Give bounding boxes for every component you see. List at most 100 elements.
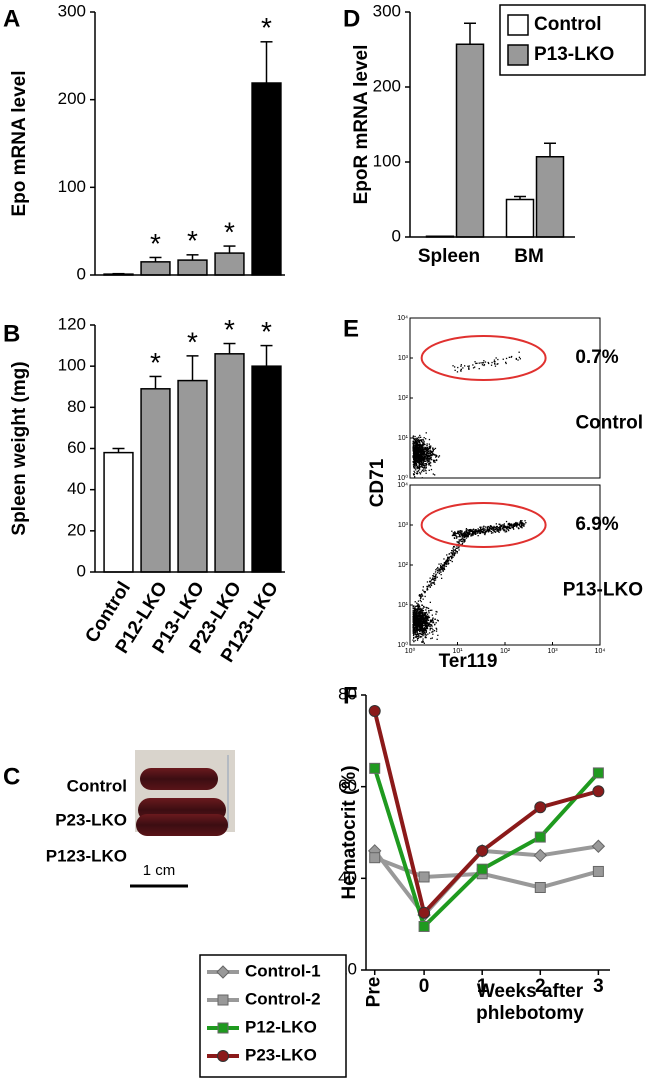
event-dot [505,527,508,530]
event-dot [436,576,438,578]
event-dot [412,632,415,634]
marker [476,863,488,875]
event-dot [435,577,437,579]
event-dot [425,609,427,611]
event-dot [415,453,417,455]
event-dot [464,531,466,533]
event-dot [417,611,419,613]
event-dot [461,531,463,533]
event-dot [413,628,416,630]
event-dot [502,358,504,360]
event-dot [422,448,424,451]
event-dot [429,456,431,458]
event-dot [447,562,449,564]
event-dot [428,623,430,625]
event-dot [433,580,435,582]
event-dot [466,529,469,531]
event-dot [414,616,416,618]
event-dot [434,576,436,578]
event-dot [516,525,518,527]
event-dot [460,368,462,370]
event-dot [429,625,431,627]
event-dot [520,520,522,522]
significance-mark: * [187,326,198,357]
event-dot [413,458,415,460]
event-dot [421,616,423,618]
event-dot [446,561,448,563]
event-dot [413,622,415,624]
event-dot [421,619,424,621]
event-dot [426,622,428,624]
y-tick-label: 120 [58,314,86,333]
event-dot [417,440,419,442]
event-dot [516,526,518,528]
event-dot [451,560,453,563]
event-dot [468,532,470,534]
event-dot [413,467,415,469]
event-dot [452,547,454,549]
event-dot [511,526,513,528]
event-dot [414,627,416,629]
y-tick-label: 100 [373,151,401,170]
event-dot [488,527,491,529]
event-dot [417,439,420,441]
event-dot [413,631,415,633]
event-dot [423,466,425,468]
event-dot [484,531,486,533]
event-dot [416,449,418,451]
event-dot [422,457,425,459]
event-dot [427,584,430,586]
event-dot [515,358,517,360]
event-dot [412,609,414,611]
event-dot [419,635,422,638]
x-tick-label: 0 [419,976,430,997]
event-dot [460,532,462,534]
event-dot [454,366,456,368]
event-dot [413,629,415,631]
event-dot [427,457,429,460]
event-dot [435,627,437,629]
event-dot [431,627,433,629]
event-dot [413,457,415,459]
x-tick-label: 10⁴ [595,648,606,655]
event-cloud [412,520,527,644]
event-dot [483,364,485,367]
event-dot [424,455,426,458]
event-dot [415,469,417,471]
event-dot [416,453,419,455]
event-dot [496,363,498,365]
event-dot [426,461,428,463]
event-dot [469,529,471,531]
event-dot [486,526,488,528]
event-dot [483,529,485,532]
event-dot [519,522,521,524]
event-dot [460,539,462,541]
event-dot [424,450,426,452]
event-dot [420,446,422,449]
event-dot [414,624,416,627]
event-dot [423,631,426,633]
event-dot [427,457,429,459]
legend-label: P13-LKO [534,44,614,65]
event-dot [420,593,423,595]
event-dot [420,629,422,631]
event-dot [423,442,425,444]
event-dot [436,619,439,621]
event-dot [420,454,422,456]
event-dot [484,528,486,530]
event-dot [413,625,415,627]
event-dot [431,459,433,461]
event-dot [413,624,415,626]
event-dot [424,619,426,622]
event-dot [503,527,505,529]
event-dot [432,629,434,631]
event-dot [447,556,449,559]
event-dot [496,530,498,532]
event-dot [414,609,416,611]
marker [369,852,381,864]
event-dot [424,448,426,450]
event-dot [426,615,428,617]
event-dot [420,458,422,460]
event-dot [479,526,482,529]
event-dot [525,522,527,524]
